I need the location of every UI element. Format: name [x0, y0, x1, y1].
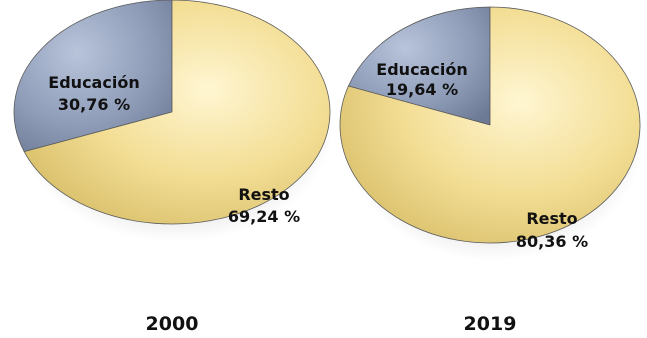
pie-slice-educacion-2000: [13, 0, 173, 153]
slice-value-label-resto-2000: 69,24 %: [228, 207, 300, 226]
pie-slice-resto-2019: [339, 6, 641, 244]
slice-category-label-educacion-2000: Educación: [48, 73, 139, 92]
slice-category-label-educacion-2019: Educación: [376, 60, 467, 79]
year-label-2000: 2000: [146, 313, 199, 335]
pie-slice-resto-2000: [23, 0, 331, 225]
pie-chart-2000: Educación 30,76 % Resto 69,24 % 2000: [13, 0, 334, 335]
year-label-2019: 2019: [464, 313, 517, 335]
slice-category-label-resto-2019: Resto: [526, 209, 577, 228]
slice-value-label-educacion-2019: 19,64 %: [386, 80, 458, 99]
slice-category-label-resto-2000: Resto: [238, 185, 289, 204]
slice-value-label-resto-2019: 80,36 %: [516, 232, 588, 251]
slice-value-label-educacion-2000: 30,76 %: [58, 95, 130, 114]
